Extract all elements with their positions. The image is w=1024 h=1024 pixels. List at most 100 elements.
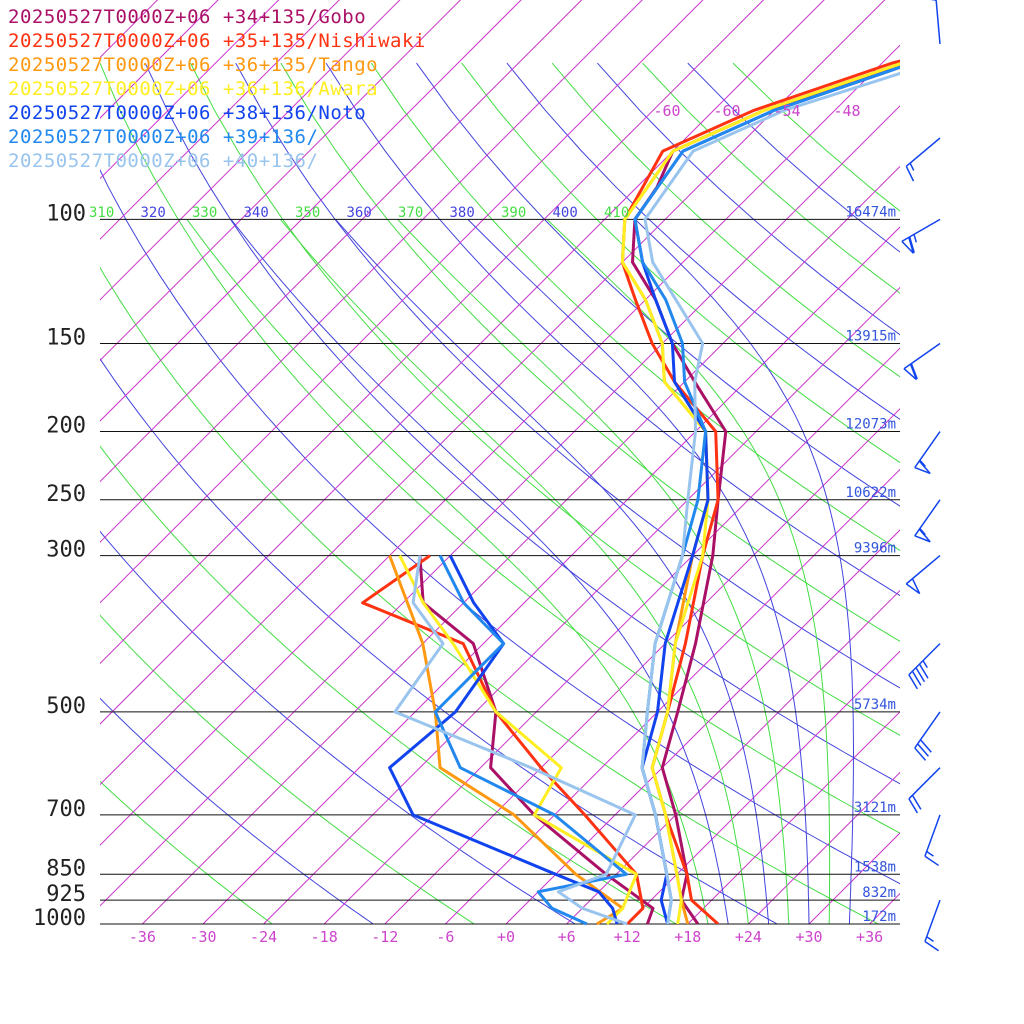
wind-barb — [908, 643, 941, 690]
barb-pennant — [914, 528, 931, 543]
barb-staff — [914, 711, 941, 749]
barb-half-flag — [913, 234, 918, 243]
barb-staff — [935, 0, 941, 45]
axis-labels: 100 16474m 150 13915m 200 12073m 250 10622m 300 9… — [33, 102, 896, 946]
barb-half-flag — [922, 660, 928, 669]
barb-half-flag — [909, 162, 915, 171]
legend-entry: 20250527T0000Z+06 +35+135/Nishiwaki — [8, 30, 426, 52]
isotherm — [505, 529, 900, 924]
barb-flag — [908, 236, 915, 253]
theta-label: 410 — [604, 205, 629, 221]
barb-flag — [914, 747, 927, 761]
dewpoint-profile — [388, 555, 625, 926]
wind-barb — [924, 899, 941, 952]
theta-label: 340 — [244, 205, 269, 221]
dewpoint-profile — [398, 554, 638, 926]
pressure-label: 150 — [46, 325, 86, 350]
dry-adiabat — [461, 62, 900, 464]
barb-flag — [919, 739, 932, 753]
temperature-tick-label: +18 — [674, 928, 701, 946]
barb-flag — [911, 794, 922, 810]
isotherm — [100, 0, 522, 422]
height-label: 12073m — [845, 417, 896, 433]
isotherm — [100, 0, 340, 240]
barb-flag — [910, 363, 918, 380]
dry-adiabat — [325, 62, 900, 597]
dewpoint-profile — [388, 554, 619, 925]
isotherm — [100, 105, 900, 907]
wind-barb — [905, 137, 941, 182]
temperature-tick-label: -30 — [189, 928, 216, 946]
barb-pennant — [905, 578, 921, 595]
dry-adiabat — [100, 445, 677, 924]
legend-entry: 20250527T0000Z+06 +36+135/Tango — [8, 54, 378, 76]
pressure-label: 200 — [46, 414, 86, 439]
temperature-tick-label: +6 — [558, 928, 576, 946]
dewpoint-profile — [433, 554, 628, 926]
isotherm — [100, 0, 886, 786]
isotherm — [626, 650, 900, 924]
temperature-tick-label: +0 — [497, 928, 515, 946]
dewpoint-profile — [393, 555, 637, 926]
barb-flag — [905, 165, 915, 182]
wind-barb — [903, 342, 941, 381]
barb-staff — [924, 814, 941, 857]
sounding-profiles — [361, 59, 900, 926]
dry-adiabat — [370, 62, 900, 552]
legend-entry: 20250527T0000Z+06 +39+136/ — [8, 126, 318, 148]
temperature-tick-label: +12 — [614, 928, 641, 946]
barb-staff — [924, 899, 941, 942]
barb-half-flag — [919, 527, 926, 536]
pressure-label: 1000 — [33, 906, 86, 931]
dewpoint-profile — [418, 555, 655, 925]
temperature-tick-label: +30 — [795, 928, 822, 946]
theta-label: 310 — [89, 205, 114, 221]
height-label: 832m — [862, 885, 896, 901]
upper-temperature-label: -48 — [833, 102, 860, 120]
dry-adiabat — [235, 62, 900, 689]
height-label: 16474m — [845, 204, 896, 220]
barb-flag — [908, 674, 919, 690]
height-label: 172m — [862, 909, 896, 925]
barb-pennant — [914, 460, 931, 475]
height-label: 9396m — [854, 541, 896, 557]
theta-label: 380 — [450, 205, 475, 221]
wind-barb — [905, 555, 941, 595]
barb-flag — [908, 798, 919, 814]
theta-label: 390 — [501, 205, 526, 221]
pressure-label: 300 — [46, 538, 86, 563]
legend-entry: 20250527T0000Z+06 +34+135/Gobo — [8, 6, 366, 28]
isotherm — [202, 226, 900, 924]
barb-flag — [918, 663, 929, 679]
pressure-label: 850 — [46, 856, 86, 881]
dry-adiabat — [100, 780, 273, 924]
height-label: 13915m — [845, 328, 896, 344]
dewpoint-profile — [361, 554, 645, 926]
temperature-tick-label: -18 — [311, 928, 338, 946]
barb-half-flag — [926, 936, 934, 943]
barb-pennant — [903, 363, 918, 381]
wind-barb — [914, 431, 941, 475]
theta-label: 350 — [295, 205, 320, 221]
isotherm — [566, 589, 900, 924]
temperature-tick-label: -24 — [250, 928, 277, 946]
temperature-tick-label: -6 — [436, 928, 454, 946]
isotherm — [100, 44, 900, 846]
isotherm — [100, 0, 583, 483]
temperature-profile — [620, 62, 900, 924]
wind-barbs — [901, 0, 941, 952]
barb-pennant — [901, 237, 915, 254]
barb-staff — [908, 643, 941, 676]
barb-flag — [911, 670, 922, 686]
isotherm — [687, 711, 900, 924]
height-label: 10622m — [845, 485, 896, 501]
barb-half-flag — [926, 850, 934, 857]
isotherm — [100, 0, 401, 301]
wind-barb — [901, 218, 941, 254]
upper-temperature-label: -54 — [773, 102, 800, 120]
isobar-lines — [100, 218, 900, 925]
dry-adiabat — [190, 62, 900, 736]
barb-flag — [924, 855, 940, 867]
barb-staff — [905, 137, 941, 167]
